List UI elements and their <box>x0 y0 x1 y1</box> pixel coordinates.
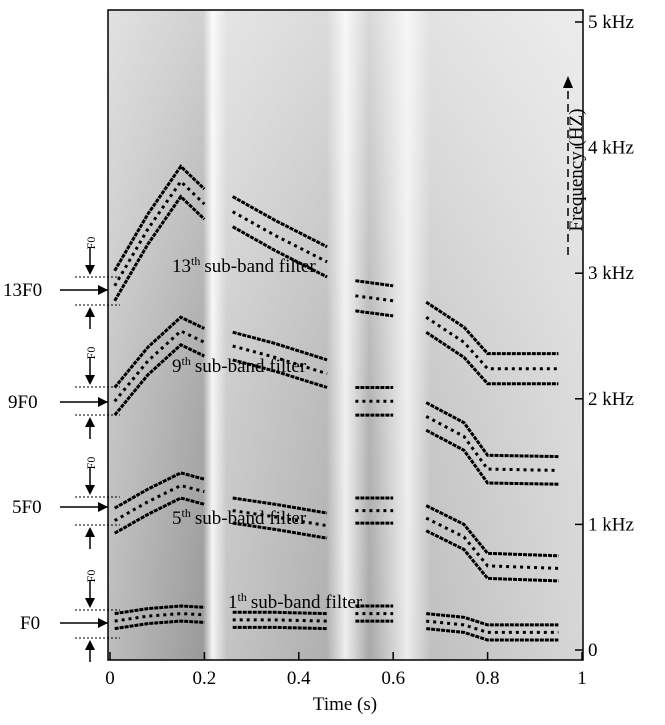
y-axis-label: Frequency (HZ) <box>566 109 587 232</box>
spacing-arrow-head <box>85 640 95 650</box>
sub-band-label: 1th sub-band filter <box>228 590 363 613</box>
band-edge <box>113 164 559 356</box>
band-center <box>114 612 559 634</box>
y-tick-label: 3 kHz <box>588 263 634 284</box>
ordinal: 9 <box>172 356 182 377</box>
x-tick-label: 0.2 <box>193 668 217 689</box>
band-center <box>113 483 559 570</box>
spacing-arrow-head <box>85 598 95 608</box>
spectrogram-shade <box>108 10 583 660</box>
spacing-arrow-head <box>85 375 95 385</box>
spacing-label: F0 <box>84 457 98 470</box>
band-edge <box>113 496 559 583</box>
band-edge <box>113 194 559 386</box>
marker-arrow-head <box>98 502 108 512</box>
harmonic-marker: 13F0 <box>3 280 42 301</box>
ordinal: 5 <box>172 508 182 529</box>
sub-band-label: 13th sub-band filter <box>172 254 316 277</box>
ordinal: 13 <box>172 256 191 277</box>
sub-band-label: 5th sub-band filter <box>172 506 307 529</box>
y-tick-label: 4 kHz <box>588 138 634 159</box>
frequency-arrow-head <box>563 76 573 88</box>
band-edge <box>113 471 559 558</box>
plot-frame <box>107 9 584 661</box>
ordinal: 1 <box>228 592 238 613</box>
ordinal-suffix: th <box>238 590 247 604</box>
band-edge <box>113 315 559 459</box>
x-tick-label: 1 <box>577 668 587 689</box>
spacing-arrow-head <box>85 307 95 317</box>
y-tick-label: 2 kHz <box>588 389 634 410</box>
sub-band-text: sub-band filter <box>204 256 316 277</box>
sub-band-label: 9th sub-band filter <box>172 354 307 377</box>
spacing-arrow-head <box>85 265 95 275</box>
spacing-label: F0 <box>84 347 98 360</box>
sub-band-text: sub-band filter <box>251 592 363 613</box>
y-tick-label: 0 <box>588 640 598 661</box>
harmonic-marker: 9F0 <box>8 392 38 413</box>
y-tick-label: 5 kHz <box>588 12 634 33</box>
band-edge <box>114 619 559 642</box>
spacing-label: F0 <box>84 570 98 583</box>
ordinal-suffix: th <box>182 506 191 520</box>
ordinal-suffix: th <box>182 354 191 368</box>
ordinal-suffix: th <box>191 254 200 268</box>
harmonic-marker: F0 <box>20 613 40 634</box>
marker-arrow-head <box>98 285 108 295</box>
band-edge <box>113 343 559 486</box>
x-tick-label: 0.8 <box>476 668 500 689</box>
x-axis-label: Time (s) <box>313 694 377 715</box>
sub-band-text: sub-band filter <box>195 356 307 377</box>
harmonic-marker: 5F0 <box>12 497 42 518</box>
band-center <box>113 329 559 472</box>
spacing-label: F0 <box>84 237 98 250</box>
spacing-arrow-head <box>85 485 95 495</box>
x-tick-label: 0.6 <box>381 668 405 689</box>
x-tick-label: 0 <box>105 668 115 689</box>
spacing-arrow-head <box>85 527 95 537</box>
sub-band-text: sub-band filter <box>195 508 307 529</box>
y-tick-label: 1 kHz <box>588 514 634 535</box>
band-edge <box>114 604 559 627</box>
x-tick-label: 0.4 <box>287 668 311 689</box>
marker-arrow-head <box>98 618 108 628</box>
spacing-arrow-head <box>85 417 95 427</box>
marker-arrow-head <box>98 397 108 407</box>
